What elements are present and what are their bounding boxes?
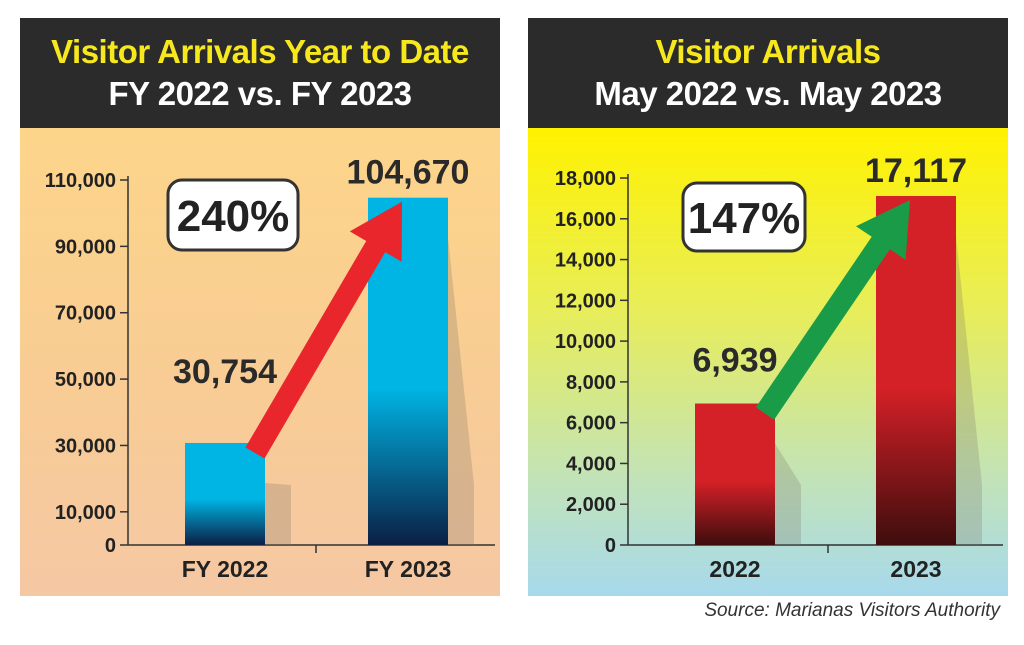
y-tick-label: 0: [605, 535, 616, 557]
y-tick-label: 12,000: [555, 290, 616, 312]
data-label: 104,670: [347, 154, 470, 192]
x-tick-label: 2023: [890, 556, 941, 582]
percent-callout-box: [166, 178, 300, 252]
chart-title: Visitor Arrivals: [655, 33, 881, 70]
data-label: 30,754: [173, 353, 277, 391]
data-label: 6,939: [692, 342, 777, 380]
x-tick-label: 2022: [709, 556, 760, 582]
bar-shadow: [956, 236, 982, 545]
y-tick-label: 0: [105, 535, 116, 557]
y-tick-label: 18,000: [555, 168, 616, 190]
y-tick-label: 90,000: [55, 236, 116, 258]
chart-subtitle: May 2022 vs. May 2023: [594, 75, 942, 112]
chart-subtitle: FY 2022 vs. FY 2023: [108, 75, 412, 112]
bar-shadow: [775, 443, 801, 545]
chart-plot-area: 0 2,000 4,000 6,000 8,000 10,000 12,000 14,000 1…: [528, 128, 1008, 596]
y-tick-label: 50,000: [55, 369, 116, 391]
bar-chart-may: 0 2,000 4,000 6,000 8,000 10,000 12,000 14,000 1…: [555, 152, 1003, 582]
chart-plot-area: 0 10,000 30,000 50,000 70,000 90,000 110,000 FY…: [20, 128, 500, 596]
chart-header: Visitor Arrivals May 2022 vs. May 2023: [528, 18, 1008, 128]
percent-callout-box: [681, 181, 807, 253]
growth-arrow: [245, 201, 402, 459]
y-tick-label: 14,000: [555, 250, 616, 272]
percent-callout-label: 147%: [688, 194, 801, 243]
y-tick-label: 2,000: [566, 494, 616, 516]
y-tick-label: 70,000: [55, 303, 116, 325]
chart-header: Visitor Arrivals Year to Date FY 2022 vs…: [20, 18, 500, 128]
x-tick-label: FY 2022: [182, 556, 269, 582]
percent-callout-label: 240%: [177, 192, 290, 241]
chart-panel-may: Visitor Arrivals May 2022 vs. May 2023 0…: [528, 18, 1008, 596]
source-note: Source: Marianas Visitors Authority: [704, 600, 1000, 621]
chart-title: Visitor Arrivals Year to Date: [51, 33, 469, 70]
y-tick-label: 110,000: [45, 170, 116, 192]
bar: [876, 196, 956, 545]
y-tick-label: 10,000: [55, 502, 116, 524]
y-tick-label: 30,000: [55, 435, 116, 457]
y-tick-label: 4,000: [566, 453, 616, 475]
chart-panel-ytd: Visitor Arrivals Year to Date FY 2022 vs…: [20, 18, 500, 596]
data-label: 17,117: [865, 152, 967, 190]
bar-chart-ytd: 0 10,000 30,000 50,000 70,000 90,000 110,000 FY…: [45, 154, 495, 582]
y-tick-label: 6,000: [566, 413, 616, 435]
bar-shadow: [448, 237, 474, 545]
y-tick-label: 16,000: [555, 209, 616, 231]
y-tick-label: 8,000: [566, 372, 616, 394]
y-tick-label: 10,000: [555, 331, 616, 353]
bar-shadow: [265, 482, 291, 545]
bar: [185, 442, 265, 545]
bar: [695, 403, 775, 545]
growth-arrow: [755, 200, 910, 420]
x-tick-label: FY 2023: [365, 556, 452, 582]
